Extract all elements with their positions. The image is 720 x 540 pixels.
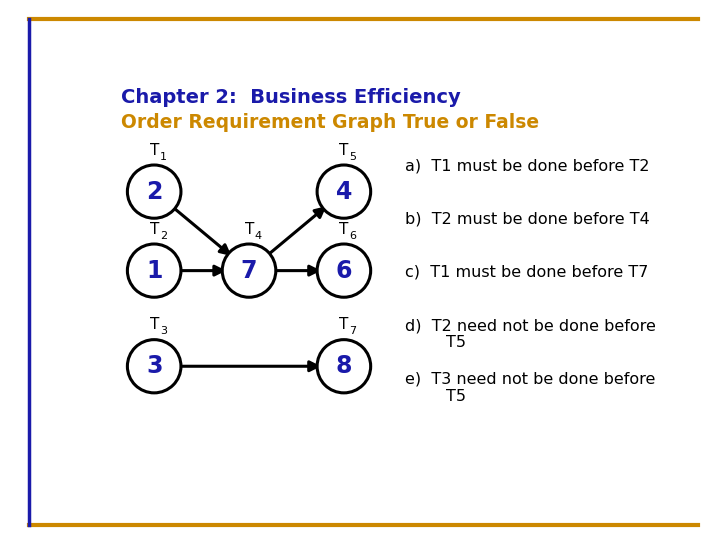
Text: b)  T2 must be done before T4: b) T2 must be done before T4 bbox=[405, 212, 650, 227]
Text: 4: 4 bbox=[336, 180, 352, 204]
Text: T: T bbox=[150, 221, 159, 237]
Text: 6: 6 bbox=[336, 259, 352, 282]
Text: 4: 4 bbox=[255, 231, 262, 241]
Text: T: T bbox=[150, 143, 159, 158]
Text: 1: 1 bbox=[160, 152, 167, 161]
Text: T: T bbox=[150, 317, 159, 332]
Ellipse shape bbox=[317, 165, 371, 218]
Text: 7: 7 bbox=[240, 259, 257, 282]
Ellipse shape bbox=[222, 244, 276, 297]
Ellipse shape bbox=[317, 340, 371, 393]
Text: 6: 6 bbox=[349, 231, 356, 241]
Text: e)  T3 need not be done before
        T5: e) T3 need not be done before T5 bbox=[405, 371, 656, 403]
Text: 2: 2 bbox=[146, 180, 162, 204]
Text: 3: 3 bbox=[146, 354, 163, 378]
Text: 7: 7 bbox=[349, 326, 356, 336]
Text: T: T bbox=[339, 221, 348, 237]
Text: Chapter 2:  Business Efficiency: Chapter 2: Business Efficiency bbox=[121, 87, 461, 107]
Text: T: T bbox=[339, 143, 348, 158]
Text: Order Requirement Graph True or False: Order Requirement Graph True or False bbox=[121, 113, 539, 132]
Text: a)  T1 must be done before T2: a) T1 must be done before T2 bbox=[405, 158, 649, 173]
Text: d)  T2 need not be done before
        T5: d) T2 need not be done before T5 bbox=[405, 318, 656, 350]
Text: 8: 8 bbox=[336, 354, 352, 378]
Text: c)  T1 must be done before T7: c) T1 must be done before T7 bbox=[405, 265, 649, 280]
Ellipse shape bbox=[127, 244, 181, 297]
Text: T: T bbox=[245, 221, 254, 237]
Text: T: T bbox=[339, 317, 348, 332]
Ellipse shape bbox=[317, 244, 371, 297]
Text: 2: 2 bbox=[160, 231, 167, 241]
Text: 1: 1 bbox=[146, 259, 162, 282]
Text: 5: 5 bbox=[349, 152, 356, 161]
Text: 3: 3 bbox=[160, 326, 167, 336]
Ellipse shape bbox=[127, 340, 181, 393]
Ellipse shape bbox=[127, 165, 181, 218]
